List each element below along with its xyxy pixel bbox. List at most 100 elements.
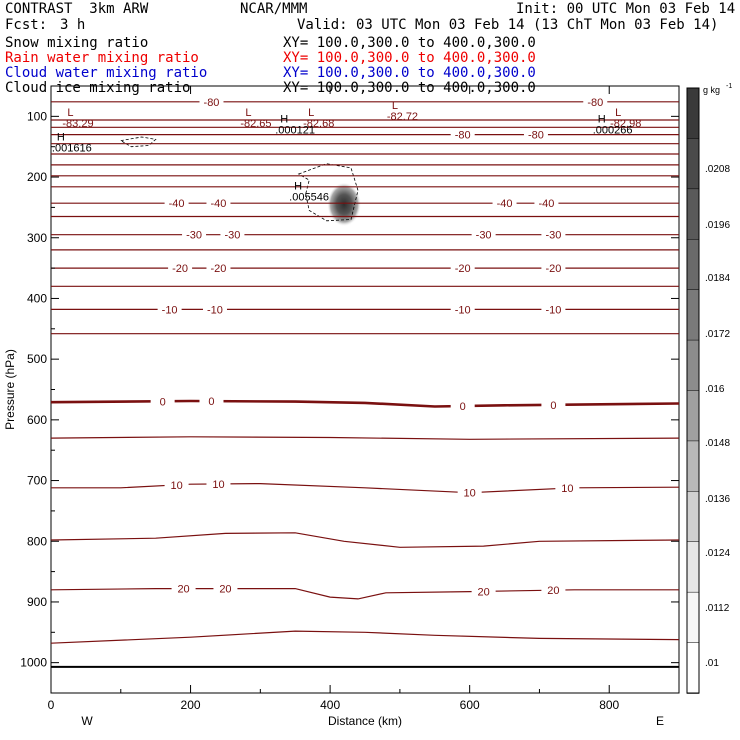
contour-label: 0 [160,396,166,408]
contour-label-bg [471,228,496,241]
colorbar-unit: g kg [703,85,720,95]
extremum-marker: H [280,113,288,125]
east-label: E [656,714,664,728]
contour-label-bg [492,197,517,210]
contour-label-bg [199,395,224,408]
colorbar-frame [686,87,700,694]
y-tick-label: 1000 [20,656,47,670]
west-label: W [81,714,93,728]
colorbar-tick-label: .0136 [705,494,730,505]
contour-label: -20 [172,263,188,275]
legend-rain-xy: XY= 100.0,300.0 to 400.0,300.0 [283,50,536,66]
colorbar-segment [686,239,700,291]
colorbar-segment [686,138,700,190]
colorbar-unit-exponent: -1 [726,83,732,90]
contour-label: -10 [545,304,561,316]
extremum-value: .005546 [289,192,329,204]
extremum-value: .000266 [593,124,633,136]
contour-label-bg [457,486,482,499]
contour-label: 10 [212,479,224,491]
contour-label: 0 [460,401,466,413]
contour-label: 0 [550,400,556,412]
y-tick-label: 600 [27,413,47,427]
contour-label: -20 [455,263,471,275]
colorbar-tick-label: .0208 [705,164,730,175]
contour-label: 20 [547,585,559,597]
y-tick-label: 800 [27,534,47,548]
contour-label-bg [164,197,189,210]
valid-time: Valid: 03 UTC Mon 03 Feb 14 (13 ChT Mon … [297,17,719,33]
x-tick-label: 800 [599,698,619,712]
colorbar-tick-label: .0172 [705,329,730,340]
forecast-label: Fcst: [5,17,48,33]
contour-label: -80 [587,97,603,109]
contour-label: 10 [561,483,573,495]
contour-label-bg [164,478,189,491]
contour-label-bg [450,400,475,413]
contour-label-bg [450,303,475,316]
colorbar-tick-label: .0184 [705,273,730,284]
extremum-value: .001616 [52,142,92,154]
contour-label: -40 [169,198,185,210]
colorbar-tick-label: .016 [705,384,725,395]
legend-cloudwater: Cloud water mixing ratio [5,65,208,81]
extremum-marker: H [294,181,302,193]
contour-label: 20 [477,586,489,598]
contour-label: -40 [538,198,554,210]
x-tick-label: 600 [460,698,480,712]
model-title: CONTRAST 3km ARW [5,1,149,17]
extremum-value: -83.29 [62,118,93,130]
colorbar-tick-label: .0148 [705,438,730,449]
contour-label: -30 [224,230,240,242]
legend-snow: Snow mixing ratio [5,35,149,51]
y-tick-label: 700 [27,474,47,488]
y-tick-label: 500 [27,352,47,366]
contour-label: -20 [545,263,561,275]
contour-label-bg [206,197,231,210]
contour-label-bg [202,303,227,316]
y-tick-label: 900 [27,595,47,609]
contour-line-19 [51,482,680,494]
contour-line-20 [50,532,680,548]
x-tick-label: 0 [48,698,55,712]
extremum-value: -82.72 [387,111,418,123]
contour-label-bg [168,262,193,275]
colorbar-tick-label: .0196 [705,220,730,231]
contour-label: -10 [207,304,223,316]
org-label: NCAR/MMM [240,1,308,17]
extremum-marker: L [308,107,314,119]
contour-label-bg [182,228,207,241]
contour-line-18 [50,436,680,440]
colorbar-segment [686,188,700,240]
colorbar-segment [686,591,700,644]
contour-label: -30 [186,230,202,242]
colorbar-segment [686,642,700,694]
colorbar-tick-label: .01 [705,658,719,669]
plot-frame [50,85,680,694]
colorbar-segment [686,289,700,341]
contour-label-bg [199,95,224,108]
contour-label-bg [555,482,580,495]
extremum-marker: L [615,107,621,119]
colorbar-segment [686,87,700,140]
contour-label-bg [171,582,196,595]
contour-label: -10 [455,304,471,316]
x-tick-label: 200 [181,698,201,712]
contour-label: -30 [476,230,492,242]
contour-label: -80 [455,130,471,142]
contour-label-bg [541,584,566,597]
colorbar-segment [686,541,700,593]
contour-line-21 [50,588,679,600]
legend-cloudice-xy: XY= 100.0,300.0 to 400.0,300.0 [283,80,536,96]
forecast-value: 3 h [60,17,86,33]
contour-label: 10 [464,488,476,500]
contour-line-17 [50,399,680,408]
contour-label-bg [523,128,548,141]
contour-label-bg [541,303,566,316]
x-axis-label: Distance (km) [328,714,402,728]
init-time: Init: 00 UTC Mon 03 Feb 14 [516,1,736,17]
contour-label: 0 [208,396,214,408]
shaded-maximum [327,182,362,227]
contour-label-bg [206,262,231,275]
